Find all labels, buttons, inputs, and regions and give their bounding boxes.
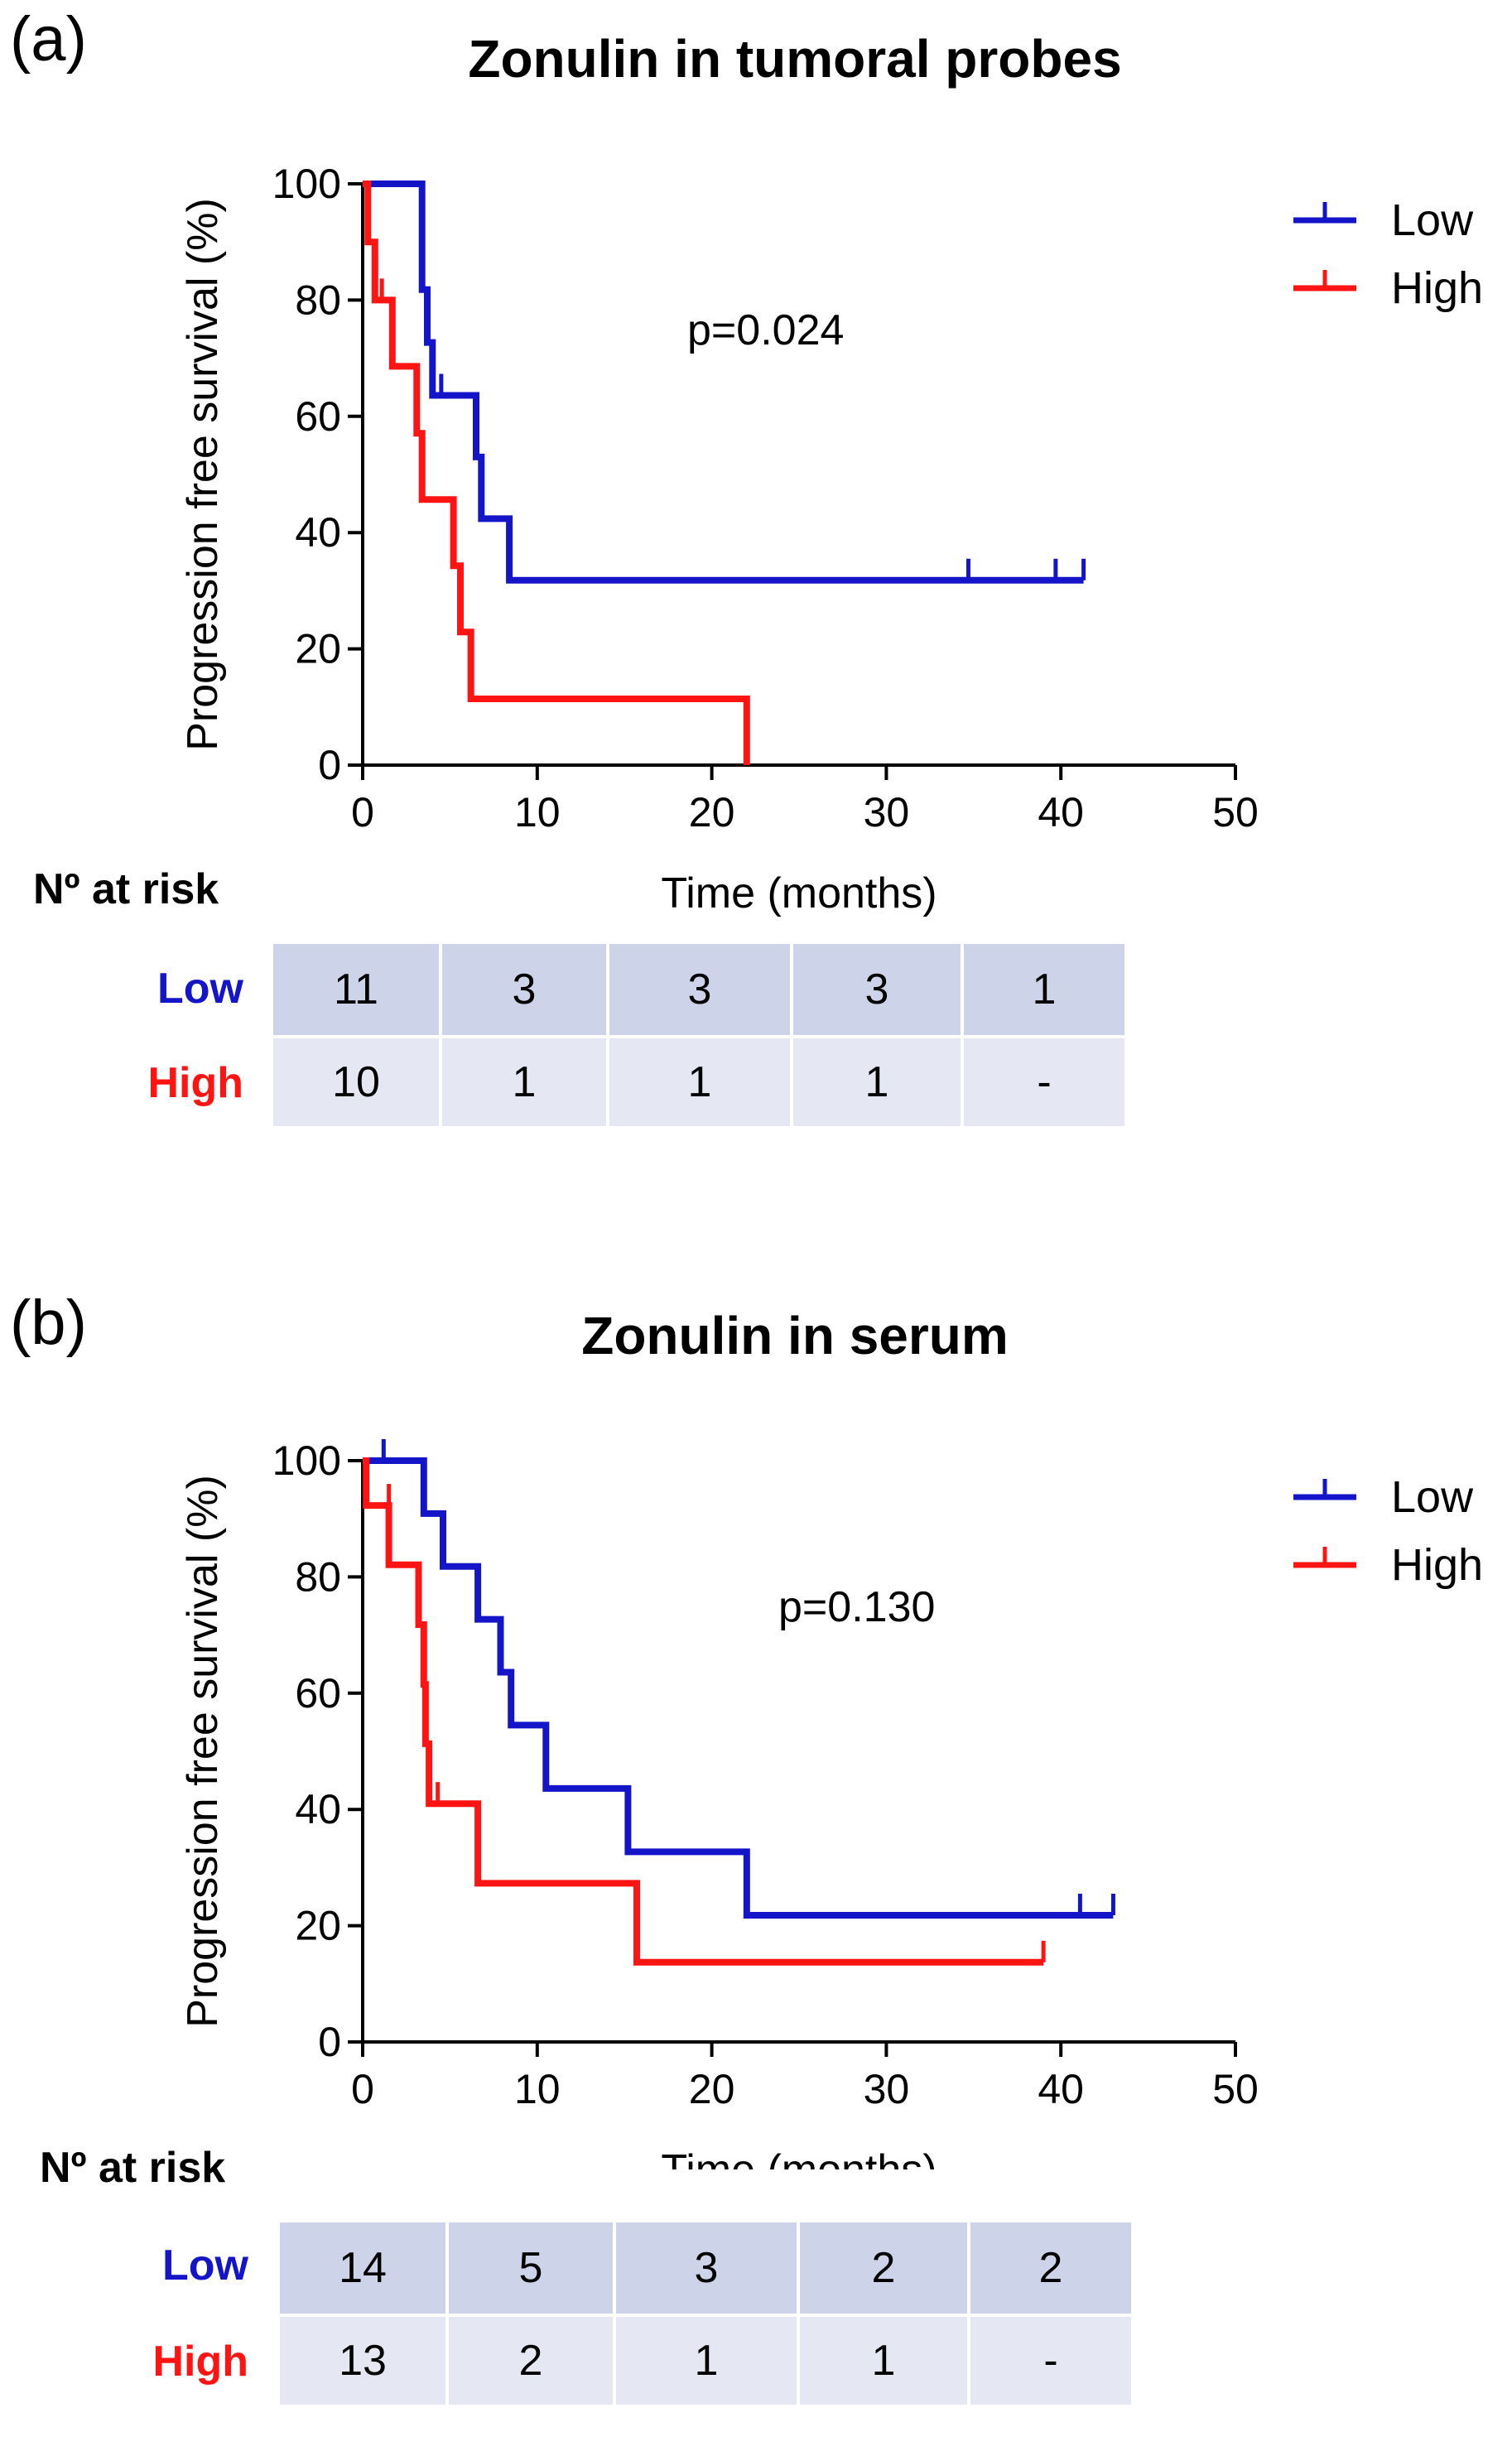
risk-table: 14 5 3 2 2 13 2 1 1 -	[277, 2219, 1134, 2408]
series-layer	[363, 181, 1086, 765]
legend: Low High	[1293, 195, 1483, 313]
series-layer	[363, 1439, 1115, 1966]
axes: 0 20 40 60 80 100 0 10 20 30 40 50 Time (months) Prog…	[179, 1437, 1259, 2169]
risk-cell: 2	[967, 2219, 1134, 2317]
panel-a: (a) Zonulin in tumoral probes 0 20 40 60 80 1…	[10, 4, 1483, 1129]
legend-label-low: Low	[1391, 1472, 1474, 1522]
risk-cell: -	[961, 1035, 1128, 1129]
risk-row-high: 10 1 1 1 -	[270, 1035, 1128, 1129]
series-line-high	[363, 181, 750, 765]
risk-cell: 14	[277, 2219, 449, 2317]
axes: 0 20 40 60 80 100 0 10 20 30 40 50 Time (months) Prog…	[179, 161, 1259, 917]
risk-cell: -	[967, 2314, 1134, 2408]
risk-label-high: High	[152, 2338, 248, 2386]
y-tick-label: 100	[272, 161, 341, 207]
risk-heading: Nº at risk	[33, 865, 219, 913]
risk-cell: 1	[439, 1035, 609, 1129]
x-tick-label: 0	[351, 789, 374, 835]
legend-label-low: Low	[1391, 195, 1474, 245]
x-tick-label: 10	[514, 789, 561, 835]
risk-cell: 1	[797, 2314, 970, 2408]
x-tick-label: 40	[1038, 2066, 1084, 2112]
y-tick-label: 0	[318, 2019, 341, 2065]
x-axis-label: Time (months)	[661, 2146, 937, 2169]
y-axis-label: Progression free survival (%)	[179, 1475, 227, 2028]
km-plot: 0 20 40 60 80 100 0 10 20 30 40 50 Time (months) Prog…	[179, 1437, 1483, 2169]
legend-label-high: High	[1391, 263, 1483, 313]
x-tick-label: 30	[864, 789, 910, 835]
x-tick-label: 40	[1038, 789, 1084, 835]
chart-title: Zonulin in serum	[581, 1306, 1009, 1365]
x-axis-label: Time (months)	[661, 869, 937, 917]
y-tick-label: 40	[295, 509, 341, 556]
risk-cell: 1	[790, 1035, 964, 1129]
risk-table: 11 3 3 3 1 10 1 1 1 -	[270, 941, 1128, 1129]
risk-cell: 2	[797, 2219, 970, 2317]
risk-row-low: 14 5 3 2 2	[277, 2219, 1134, 2317]
legend: Low High	[1293, 1472, 1483, 1590]
series-line-high	[363, 1457, 1044, 1966]
y-tick-label: 100	[272, 1437, 341, 1484]
risk-heading: Nº at risk	[40, 2144, 226, 2192]
legend-label-high: High	[1391, 1540, 1483, 1590]
p-value: p=0.024	[687, 306, 844, 354]
risk-cell: 1	[961, 941, 1128, 1038]
y-tick-label: 60	[295, 1670, 341, 1717]
risk-cell: 3	[613, 2219, 800, 2317]
risk-row-high: 13 2 1 1 -	[277, 2314, 1134, 2408]
y-tick-label: 80	[295, 277, 341, 323]
y-axis-label: Progression free survival (%)	[179, 198, 227, 751]
risk-cell: 1	[606, 1035, 793, 1129]
panel-label: (b)	[10, 1288, 87, 1358]
risk-cell: 3	[790, 941, 964, 1038]
risk-label-low: Low	[162, 2242, 248, 2290]
risk-cell: 10	[270, 1035, 442, 1129]
series-line-low	[363, 181, 1084, 584]
y-tick-label: 60	[295, 393, 341, 440]
risk-label-high: High	[147, 1059, 243, 1107]
y-tick-label: 80	[295, 1553, 341, 1600]
risk-cell: 3	[606, 941, 793, 1038]
p-value: p=0.130	[778, 1583, 935, 1631]
panel-label: (a)	[10, 4, 87, 75]
risk-row-low: 11 3 3 3 1	[270, 941, 1128, 1038]
km-plot: 0 20 40 60 80 100 0 10 20 30 40 50 Time (months) Prog…	[179, 161, 1483, 917]
y-tick-label: 0	[318, 742, 341, 788]
chart-title: Zonulin in tumoral probes	[468, 29, 1122, 89]
risk-cell: 1	[613, 2314, 800, 2408]
panel-b: (b) Zonulin in serum 0 20 40 60 80 100 0 10 20 30…	[0, 1226, 1512, 2451]
risk-cell: 3	[439, 941, 609, 1038]
x-tick-label: 50	[1212, 789, 1259, 835]
risk-cell: 13	[277, 2314, 449, 2408]
x-tick-label: 20	[689, 789, 735, 835]
x-tick-label: 50	[1212, 2066, 1259, 2112]
y-tick-label: 40	[295, 1786, 341, 1832]
risk-cell: 11	[270, 941, 442, 1038]
y-tick-label: 20	[295, 1903, 341, 1949]
series-line-low	[363, 1457, 1114, 1919]
risk-label-low: Low	[157, 965, 243, 1013]
x-tick-label: 10	[514, 2066, 561, 2112]
risk-cell: 5	[445, 2219, 616, 2317]
y-tick-label: 20	[295, 626, 341, 672]
risk-cell: 2	[445, 2314, 616, 2408]
x-tick-label: 30	[864, 2066, 910, 2112]
x-tick-label: 0	[351, 2066, 374, 2112]
x-tick-label: 20	[689, 2066, 735, 2112]
